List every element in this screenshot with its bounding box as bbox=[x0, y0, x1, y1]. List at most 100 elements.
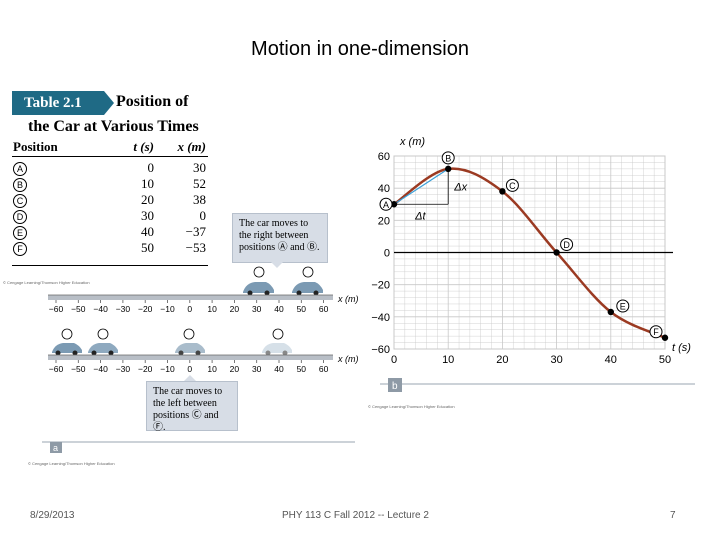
car-a-icon bbox=[243, 282, 274, 296]
table-badge: Table 2.1 bbox=[12, 91, 114, 115]
point-label: D bbox=[563, 240, 570, 250]
marker-c-icon bbox=[272, 328, 284, 340]
point-marker-e-icon bbox=[616, 299, 630, 313]
footer-date: 8/29/2013 bbox=[30, 510, 75, 521]
axis-tick-label: −30 bbox=[116, 364, 131, 374]
diagram-a-copyright: © Cengage Learning/Thomson Higher Educat… bbox=[28, 461, 115, 466]
marker-a-icon bbox=[253, 266, 265, 278]
table-row: D 30 0 bbox=[12, 208, 208, 224]
table-cell-t: 0 bbox=[147, 160, 155, 175]
point-marker-b-icon bbox=[441, 151, 455, 165]
y-axis-label: x (m) bbox=[399, 136, 425, 148]
point-marker-d-icon bbox=[560, 238, 574, 251]
callout-pointer bbox=[184, 375, 196, 381]
table-cell-t: 20 bbox=[141, 192, 154, 207]
road-bottom bbox=[48, 355, 333, 360]
axis-tick-label: −40 bbox=[93, 364, 108, 374]
axis-tick-label: −60 bbox=[49, 364, 64, 374]
point-marker-c-icon bbox=[505, 178, 519, 192]
axis-tick-label: 40 bbox=[274, 364, 284, 374]
axis-tick-label: −20 bbox=[138, 304, 153, 314]
point-label: B bbox=[445, 153, 451, 163]
axis-tick-label: 60 bbox=[319, 304, 329, 314]
road-top bbox=[48, 295, 333, 300]
panel-b-label: b bbox=[392, 381, 398, 392]
table-row: B 10 52 bbox=[12, 176, 208, 192]
position-time-chart: 60 40 20 0 −20 −40 −60 0 10 20 30 40 50 x (m) t (s)… bbox=[368, 136, 695, 409]
position-marker: D bbox=[13, 210, 27, 224]
delta-annotations: Δx Δt bbox=[393, 168, 468, 222]
point-label: C bbox=[509, 181, 516, 191]
x-tick-labels: 0 10 20 30 40 50 bbox=[391, 354, 671, 366]
table-header-t: t (s) bbox=[133, 139, 154, 154]
car-f-icon bbox=[52, 343, 82, 356]
axis-tick-label: −40 bbox=[93, 304, 108, 314]
table-row: A 0 30 bbox=[12, 160, 208, 176]
table-header-rule bbox=[12, 156, 208, 157]
data-points: A B C D E F bbox=[379, 151, 669, 341]
slide-title: Motion in one-dimension bbox=[251, 38, 469, 60]
delta-x-label: Δx bbox=[453, 182, 467, 194]
table-row: F 50 −53 bbox=[12, 240, 208, 256]
position-marker: B bbox=[13, 178, 27, 192]
chart-grid bbox=[393, 155, 673, 350]
panel-a-badge bbox=[50, 442, 62, 453]
axis-tick-label: −30 bbox=[116, 304, 131, 314]
table-cell-x: −37 bbox=[185, 224, 206, 239]
axis-tick-label: 0 bbox=[187, 364, 192, 374]
chart-copyright: © Cengage Learning/Thomson Higher Educat… bbox=[368, 404, 455, 409]
position-marker: C bbox=[13, 194, 27, 208]
data-point-b bbox=[445, 165, 452, 173]
axis-tick-label: −50 bbox=[71, 364, 86, 374]
axis-tick-label: 30 bbox=[252, 304, 262, 314]
data-point-f bbox=[661, 334, 669, 341]
x-tick-label: 20 bbox=[496, 354, 508, 366]
axis-tick-label: 30 bbox=[252, 364, 262, 374]
data-point-e bbox=[607, 308, 614, 316]
table-cell-x: 52 bbox=[193, 176, 206, 191]
axis-unit-bottom: x (m) bbox=[337, 354, 359, 364]
axis-tick-label: 10 bbox=[207, 304, 217, 314]
point-label: F bbox=[653, 327, 659, 337]
table-title-line1: Position of bbox=[116, 93, 189, 110]
table-header-x: x (m) bbox=[177, 139, 206, 154]
axis-tick-label: 0 bbox=[187, 304, 192, 314]
callout-moves-right: The car moves to the right between posit… bbox=[232, 213, 328, 263]
axis-ticks-top: −60 −50 −40 −30 −20 −10 0 10 20 30 40 50 60 bbox=[49, 300, 329, 314]
point-label: A bbox=[383, 200, 389, 210]
diagram-a-cars: −60 −50 −40 −30 −20 −10 0 10 20 30 40 50 60 x (m) −6… bbox=[42, 266, 359, 453]
table-body: A 0 30 B 10 52 C 20 38 D 30 0 E 40 −37 F… bbox=[12, 160, 208, 256]
axis-tick-label: 50 bbox=[297, 304, 307, 314]
table-cell-t: 10 bbox=[141, 176, 154, 191]
marker-f-icon bbox=[61, 328, 73, 340]
table-cell-t: 50 bbox=[141, 240, 154, 255]
position-marker: F bbox=[13, 242, 27, 256]
marker-e-icon bbox=[97, 328, 109, 340]
point-label: E bbox=[620, 302, 626, 312]
y-tick-label: 20 bbox=[378, 215, 390, 227]
footer-page-number: 7 bbox=[670, 510, 676, 521]
position-marker: E bbox=[13, 226, 27, 240]
table-cell-t: 30 bbox=[141, 208, 154, 223]
axis-tick-label: −10 bbox=[160, 364, 175, 374]
axis-tick-label: −50 bbox=[71, 304, 86, 314]
table-title-line2: the Car at Various Times bbox=[28, 118, 199, 135]
secant-line bbox=[393, 168, 449, 205]
callout-pointer bbox=[271, 262, 283, 268]
car-d-icon bbox=[175, 343, 205, 356]
axis-tick-label: −60 bbox=[49, 304, 64, 314]
axis-ticks-bottom: −60 −50 −40 −30 −20 −10 0 10 20 30 40 50 60 bbox=[49, 360, 329, 374]
car-c-icon bbox=[262, 343, 292, 356]
axis-tick-label: 20 bbox=[230, 304, 240, 314]
car-b-icon bbox=[292, 282, 323, 296]
y-tick-labels: 60 40 20 0 −20 −40 −60 bbox=[371, 151, 390, 356]
x-tick-label: 30 bbox=[550, 354, 562, 366]
y-tick-label: −40 bbox=[371, 312, 390, 324]
callout-moves-left: The car moves to the left between positi… bbox=[146, 381, 238, 433]
table-row: E 40 −37 bbox=[12, 224, 208, 240]
axis-tick-label: −20 bbox=[138, 364, 153, 374]
car-e-icon bbox=[88, 343, 118, 356]
axis-tick-label: 60 bbox=[319, 364, 329, 374]
marker-d-icon bbox=[183, 328, 195, 340]
x-tick-label: 0 bbox=[391, 354, 397, 366]
